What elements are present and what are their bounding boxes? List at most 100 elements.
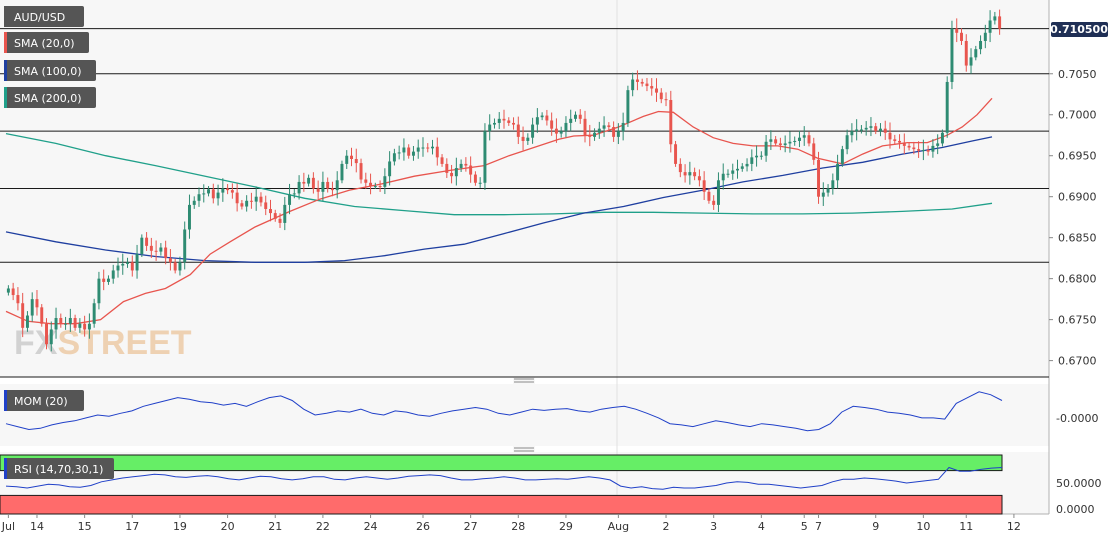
candle-51	[249, 192, 253, 209]
candle-93	[450, 164, 454, 184]
candle-97	[469, 156, 473, 183]
legend-sma200[interactable]: SMA (200,0)	[4, 87, 96, 108]
candle-81	[392, 148, 396, 166]
candle-98	[473, 171, 477, 186]
candle-136	[655, 78, 658, 102]
candle-133	[640, 78, 644, 87]
candle-87	[421, 137, 425, 157]
candle-32	[159, 243, 163, 256]
candle-54	[264, 195, 268, 216]
candle-89	[431, 139, 434, 155]
price-tick-6: 0.7000	[1058, 109, 1097, 122]
candle-186	[893, 134, 897, 145]
rsi-oversold-zone	[0, 494, 1003, 515]
candle-158	[759, 151, 763, 160]
candle-59	[288, 183, 292, 215]
candle-138	[664, 92, 668, 107]
legend-rsi[interactable]: RSI (14,70,30,1)	[4, 458, 114, 479]
candle-202	[969, 48, 973, 74]
candle-189	[907, 142, 911, 151]
candle-33	[164, 240, 168, 265]
candle-100	[483, 123, 487, 190]
candle-22	[111, 264, 115, 284]
time-tick-2: 15	[78, 520, 92, 533]
time-tick-20: 10	[916, 520, 930, 533]
candle-137	[659, 88, 663, 104]
candle-165	[793, 136, 797, 146]
candle-201	[964, 34, 968, 72]
candle-41	[202, 184, 206, 203]
candle-85	[411, 145, 415, 161]
candle-177	[850, 123, 854, 143]
candle-131	[631, 72, 635, 97]
candle-166	[797, 130, 801, 148]
candle-174	[836, 154, 840, 189]
candle-55	[269, 199, 272, 222]
mom-panel-resize-handle[interactable]	[513, 377, 535, 384]
rsi-panel-resize-handle[interactable]	[513, 446, 535, 452]
candle-37	[183, 221, 187, 270]
candle-115	[554, 118, 558, 143]
candle-53	[259, 192, 263, 207]
candle-207	[993, 11, 997, 25]
candle-69	[335, 171, 339, 199]
candle-76	[369, 173, 373, 195]
legend-mom-text: MOM (20)	[14, 395, 68, 408]
candle-194	[931, 139, 935, 158]
candle-105	[507, 117, 511, 126]
candle-173	[831, 173, 835, 195]
candle-28	[140, 234, 144, 258]
candle-38	[187, 194, 191, 239]
candle-140	[674, 140, 678, 167]
candle-164	[788, 131, 792, 153]
candle-57	[278, 213, 282, 228]
time-tick-21: 11	[959, 520, 973, 533]
time-tick-1: 14	[30, 520, 44, 533]
legend-sma100[interactable]: SMA (100,0)	[4, 60, 96, 81]
legend-sma100-text: SMA (100,0)	[14, 65, 82, 78]
candle-102	[492, 118, 496, 129]
candle-198	[950, 20, 954, 90]
candle-117	[564, 116, 568, 138]
candle-67	[326, 177, 330, 193]
candle-155	[745, 158, 749, 172]
candle-25	[126, 257, 129, 268]
candle-3	[21, 292, 25, 338]
candle-146	[702, 171, 706, 200]
price-tick-1: 0.6750	[1058, 314, 1097, 327]
candle-10	[54, 307, 58, 339]
candle-79	[383, 168, 387, 195]
candle-167	[802, 126, 806, 146]
candle-1	[11, 282, 15, 301]
candle-95	[459, 159, 463, 173]
candle-94	[454, 157, 458, 186]
candle-17	[87, 313, 91, 339]
candle-84	[407, 144, 411, 159]
legend-mom[interactable]: MOM (20)	[4, 390, 84, 411]
candle-205	[983, 24, 987, 49]
time-tick-19: 9	[872, 520, 879, 533]
candle-123	[593, 128, 597, 141]
candle-103	[497, 112, 501, 130]
time-tick-22: 12	[1007, 520, 1021, 533]
candle-0	[6, 285, 10, 296]
candle-6	[35, 290, 39, 316]
legend-sma20[interactable]: SMA (20,0)	[4, 32, 89, 53]
candle-127	[612, 121, 616, 142]
legend-rsi-text: RSI (14,70,30,1)	[14, 463, 103, 476]
sma100-line	[5, 136, 993, 263]
time-tick-7: 22	[316, 520, 330, 533]
candle-12	[64, 316, 68, 330]
candle-185	[888, 122, 892, 149]
watermark: FXSTREET	[14, 324, 192, 362]
time-tick-15: 3	[710, 520, 717, 533]
legend-symbol[interactable]: AUD/USD	[4, 6, 84, 27]
legend-symbol-text: AUD/USD	[14, 11, 65, 24]
candle-77	[373, 182, 377, 189]
candle-23	[116, 257, 120, 278]
candle-171	[821, 182, 825, 206]
candle-141	[678, 158, 682, 178]
candle-101	[488, 114, 492, 141]
legend-sma20-text: SMA (20,0)	[14, 37, 75, 50]
candle-46	[226, 184, 230, 195]
